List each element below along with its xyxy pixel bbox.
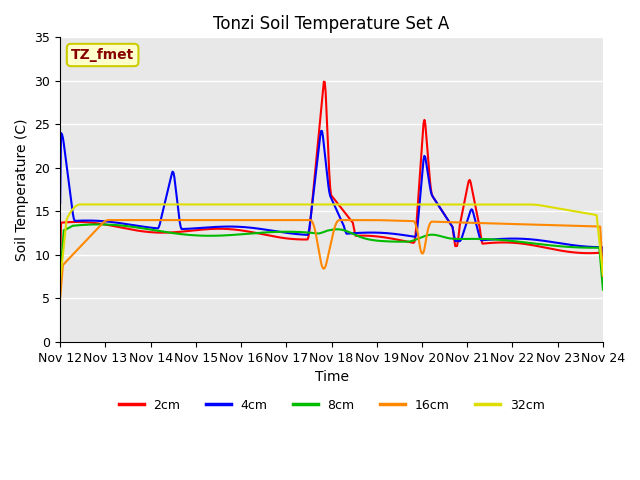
16cm bbox=[599, 273, 607, 279]
2cm bbox=[152, 229, 160, 235]
16cm bbox=[303, 217, 310, 223]
32cm bbox=[196, 202, 204, 207]
16cm bbox=[56, 296, 64, 302]
Line: 32cm: 32cm bbox=[60, 204, 603, 280]
Text: TZ_fmet: TZ_fmet bbox=[71, 48, 134, 62]
32cm bbox=[599, 272, 607, 277]
32cm bbox=[420, 202, 428, 207]
4cm bbox=[56, 200, 64, 205]
Legend: 2cm, 4cm, 8cm, 16cm, 32cm: 2cm, 4cm, 8cm, 16cm, 32cm bbox=[114, 394, 550, 417]
2cm bbox=[302, 237, 310, 242]
16cm bbox=[153, 217, 161, 223]
32cm bbox=[76, 202, 84, 207]
16cm bbox=[104, 217, 112, 223]
8cm bbox=[56, 277, 64, 283]
4cm bbox=[302, 232, 310, 238]
4cm bbox=[196, 225, 204, 231]
16cm bbox=[466, 220, 474, 226]
8cm bbox=[95, 221, 103, 227]
Y-axis label: Soil Temperature (C): Soil Temperature (C) bbox=[15, 119, 29, 261]
4cm bbox=[599, 276, 607, 282]
32cm bbox=[377, 202, 385, 207]
16cm bbox=[420, 249, 428, 255]
4cm bbox=[466, 210, 474, 216]
2cm bbox=[599, 279, 607, 285]
2cm bbox=[320, 79, 328, 84]
32cm bbox=[303, 202, 310, 207]
Line: 8cm: 8cm bbox=[60, 224, 603, 289]
8cm bbox=[599, 287, 607, 292]
32cm bbox=[56, 277, 64, 283]
8cm bbox=[303, 229, 310, 235]
8cm bbox=[420, 234, 428, 240]
8cm bbox=[466, 236, 474, 242]
2cm bbox=[466, 177, 474, 183]
2cm bbox=[196, 227, 204, 233]
Title: Tonzi Soil Temperature Set A: Tonzi Soil Temperature Set A bbox=[213, 15, 450, 33]
8cm bbox=[196, 233, 204, 239]
2cm bbox=[420, 120, 428, 126]
4cm bbox=[420, 157, 428, 163]
16cm bbox=[196, 217, 204, 223]
8cm bbox=[153, 228, 161, 234]
16cm bbox=[377, 217, 385, 223]
X-axis label: Time: Time bbox=[314, 370, 349, 384]
2cm bbox=[377, 234, 385, 240]
Line: 2cm: 2cm bbox=[60, 82, 603, 282]
32cm bbox=[153, 202, 161, 207]
2cm bbox=[56, 260, 64, 265]
4cm bbox=[152, 225, 160, 231]
Line: 16cm: 16cm bbox=[60, 220, 603, 299]
4cm bbox=[317, 128, 325, 134]
32cm bbox=[466, 202, 474, 207]
4cm bbox=[377, 230, 385, 236]
8cm bbox=[377, 238, 385, 244]
Line: 4cm: 4cm bbox=[60, 131, 603, 279]
